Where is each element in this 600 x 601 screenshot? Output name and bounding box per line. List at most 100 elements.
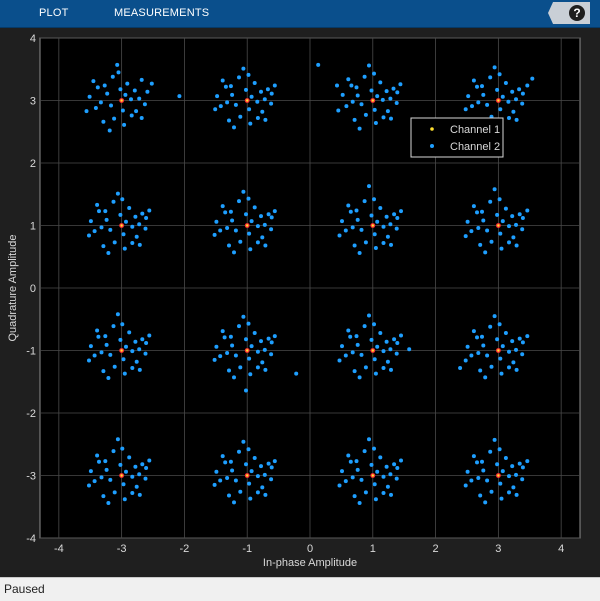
channel-2-point: [359, 102, 364, 107]
channel-2-point: [101, 494, 106, 499]
channel-2-point: [140, 211, 145, 216]
channel-2-point: [106, 376, 111, 380]
channel-2-point: [525, 459, 530, 464]
tab-plot[interactable]: PLOT: [39, 7, 69, 19]
channel-2-point: [373, 497, 378, 502]
channel-2-point: [259, 214, 263, 219]
channel-2-point: [143, 476, 148, 481]
channel-2-point: [137, 242, 142, 247]
channel-2-point: [378, 331, 383, 335]
channel-2-point: [266, 336, 271, 341]
channel-2-point: [227, 243, 231, 248]
channel-2-point: [130, 224, 135, 229]
channel-2-point: [248, 247, 253, 252]
channel-2-point: [384, 339, 389, 344]
channel-2-point: [507, 349, 511, 354]
channel-2-point: [348, 459, 353, 464]
channel-2-point: [483, 375, 488, 380]
channel-2-point: [514, 222, 518, 227]
channel-2-point: [488, 199, 493, 204]
tab-measurements[interactable]: MEASUREMENTS: [114, 7, 210, 19]
channel-2-point: [348, 334, 353, 339]
channel-2-point: [262, 222, 267, 227]
channel-2-point: [394, 226, 399, 231]
channel-2-point: [227, 493, 231, 498]
channel-2-point: [355, 93, 360, 98]
channel-2-point: [352, 117, 357, 122]
channel-2-point: [520, 227, 525, 232]
channel-2-point: [127, 330, 132, 335]
channel-2-point: [498, 107, 503, 112]
channel-2-point: [134, 109, 139, 114]
channel-1-point: [120, 474, 123, 477]
channel-2-point: [500, 469, 505, 474]
channel-2-point: [233, 102, 238, 107]
channel-2-point: [352, 369, 357, 374]
channel-2-point: [272, 83, 277, 88]
channel-2-point: [385, 109, 390, 114]
reference-points: [119, 98, 501, 478]
channel-2-point: [118, 212, 123, 217]
channel-2-point: [255, 490, 260, 495]
channel-2-point: [247, 481, 252, 486]
channel-2-point: [272, 209, 277, 214]
channel-2-point: [520, 91, 525, 96]
channel-2-point: [481, 92, 486, 97]
channel-2-point: [87, 233, 91, 238]
channel-2-point: [129, 97, 133, 102]
help-icon[interactable]: ?: [569, 5, 585, 21]
channel-2-point: [115, 191, 120, 196]
channel-2-point: [232, 500, 236, 505]
y-axis-label: Quadrature Amplitude: [7, 234, 19, 341]
channel-2-point: [510, 339, 515, 344]
channel-2-point: [238, 489, 243, 494]
channel-2-point: [101, 244, 106, 249]
channel-2-point: [92, 229, 97, 234]
channel-2-point: [269, 340, 274, 345]
tick-labels: -4 -3 -2 -1 0 1 2 3 4 -4 -3 -2 -1 0 1 2 3 4: [26, 33, 564, 555]
channel-2-point: [246, 447, 251, 452]
channel-2-point: [244, 462, 248, 467]
channel-2-point: [398, 82, 403, 87]
channel-2-point: [350, 225, 355, 230]
channel-2-point: [510, 464, 515, 469]
channel-2-point: [481, 468, 486, 473]
legend[interactable]: Channel 1 Channel 2: [410, 117, 504, 158]
channel-2-point: [492, 65, 497, 70]
y-tick-label: -2: [26, 408, 36, 420]
channel-2-point: [337, 358, 342, 363]
channel-2-point: [147, 208, 152, 213]
channel-1-point: [371, 224, 374, 227]
legend-channel-1-label: Channel 1: [450, 124, 500, 136]
channel-2-point: [497, 447, 502, 452]
channel-2-point: [98, 100, 103, 105]
channel-2-point: [230, 218, 235, 223]
channel-2-point: [511, 109, 516, 114]
channel-2-point: [478, 493, 483, 498]
channel-2-point: [355, 467, 360, 472]
channel-2-point: [511, 235, 516, 240]
channel-2-point: [213, 107, 218, 112]
channel-2-point: [384, 214, 389, 219]
channel-2-point: [372, 107, 377, 112]
channel-2-point: [346, 203, 351, 208]
channel-2-point: [246, 72, 251, 77]
channel-2-point: [133, 464, 138, 469]
channel-2-point: [130, 349, 135, 354]
channel-2-point: [503, 456, 508, 460]
channel-2-point: [389, 367, 393, 372]
channel-2-point: [123, 92, 128, 97]
channel-2-point: [214, 344, 219, 349]
channel-2-point: [99, 475, 104, 480]
channel-2-point: [262, 347, 267, 352]
channel-2-point: [378, 80, 383, 85]
channel-2-point: [248, 372, 253, 377]
channel-2-point: [142, 102, 147, 107]
channel-2-point: [230, 343, 235, 348]
channel-2-point: [483, 500, 488, 505]
channel-2-point: [392, 337, 397, 342]
x-tick-label: 4: [558, 543, 564, 555]
channel-2-point: [139, 116, 144, 120]
channel-2-point: [260, 235, 265, 240]
channel-2-point: [266, 461, 271, 466]
